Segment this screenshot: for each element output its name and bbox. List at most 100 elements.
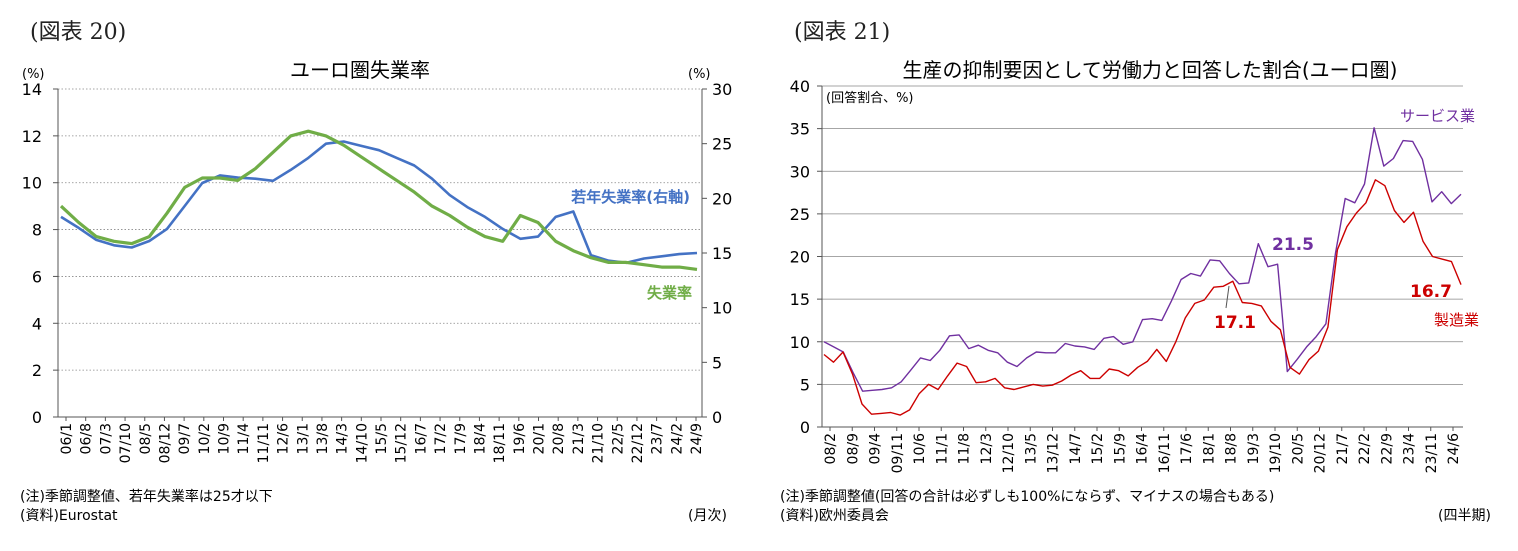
- x-tick-label: 22/12: [630, 423, 646, 463]
- x-tick-label: 07/3: [98, 423, 114, 454]
- x-tick-label: 19/3: [1246, 433, 1262, 464]
- x-tick-label: 23/7: [650, 423, 666, 454]
- x-tick-label: 12/10: [1001, 433, 1017, 473]
- chart-title: ユーロ圏失業率: [290, 58, 430, 82]
- y-tick-label: 35: [790, 120, 810, 139]
- series-line-manufacturing: [823, 179, 1462, 416]
- y-tick-label-left: 8: [32, 221, 42, 240]
- x-tick-label: 20/5: [1290, 433, 1306, 464]
- x-tick-label: 16/11: [1157, 433, 1173, 473]
- series-line-youth-unemployment: [60, 140, 698, 265]
- x-tick-label: 11/11: [256, 423, 272, 463]
- x-tick-label: 11/1: [934, 433, 950, 464]
- y-axis-unit-left: (%): [22, 67, 45, 82]
- x-tick-label: 22/2: [1357, 433, 1373, 464]
- x-axis-unit: (四半期): [1438, 508, 1491, 524]
- figure-label: (図表 21): [794, 20, 891, 45]
- x-tick-label: 16/4: [1135, 433, 1151, 465]
- annotation-leader: [1225, 285, 1230, 309]
- x-tick-label: 21/3: [571, 423, 587, 454]
- x-tick-label: 10/2: [197, 423, 213, 454]
- x-tick-label: 18/11: [492, 423, 508, 463]
- y-tick-label: 10: [790, 333, 810, 352]
- x-tick-label: 17/2: [433, 423, 449, 454]
- annotation-manufacturing-peak: 17.1: [1214, 313, 1256, 333]
- x-tick-label: 24/6: [1446, 433, 1462, 465]
- series-label-services: サービス業: [1400, 107, 1475, 125]
- annotation-services-peak: 21.5: [1272, 235, 1314, 255]
- x-tick-label: 23/11: [1424, 433, 1440, 473]
- y-tick-label-right: 0: [712, 408, 722, 427]
- chart-note: (注)季節調整値、若年失業率は25才以下: [20, 489, 273, 505]
- chart-panel-youth-unemployment: (図表 20) ユーロ圏失業率 (%) (%) 0 2 4 6 8 10 12 14 0 5 10 15 20…: [20, 20, 733, 524]
- x-tick-label: 08/12: [157, 423, 173, 463]
- x-tick-label: 14/10: [354, 423, 370, 463]
- annotation-manufacturing-latest: 16.7: [1410, 282, 1452, 302]
- chart-source: (資料)欧州委員会: [780, 508, 889, 524]
- x-tick-label: 15/9: [1112, 433, 1128, 464]
- x-tick-label: 18/1: [1201, 433, 1217, 464]
- x-tick-label: 12/3: [979, 433, 995, 464]
- x-tick-label: 13/8: [315, 423, 331, 454]
- x-tick-label: 09/11: [890, 433, 906, 473]
- x-tick-label: 11/8: [957, 433, 973, 464]
- x-tick-label: 14/7: [1068, 433, 1084, 464]
- y-tick-label: 20: [790, 248, 810, 267]
- x-tick-label: 20/8: [551, 423, 567, 454]
- y-tick-label: 40: [790, 77, 810, 96]
- y-axis-unit: (回答割合、%): [826, 90, 914, 106]
- y-tick-label-right: 30: [712, 80, 732, 99]
- x-tick-label: 22/9: [1379, 433, 1395, 464]
- y-tick-label: 30: [790, 162, 810, 181]
- y-tick-label-right: 5: [712, 353, 722, 372]
- x-tick-label: 08/2: [823, 433, 839, 464]
- chart-note: (注)季節調整値(回答の合計は必ずしも100%にならず、マイナスの場合もある): [780, 489, 1275, 505]
- x-tick-label: 09/7: [177, 423, 193, 454]
- y-tick-label-left: 0: [32, 408, 42, 427]
- series-label-manufacturing: 製造業: [1434, 311, 1479, 329]
- x-tick-label: 15/2: [1090, 433, 1106, 464]
- chart-panel-labour-constraint: (図表 21) 生産の抑制要因として労働力と回答した割合(ユーロ圏) (回答割合、…: [760, 0, 1518, 551]
- x-tick-label: 22/5: [610, 423, 626, 454]
- unemployment-chart: ユーロ圏失業率 (%) (%) 0 2 4 6 8 10 12 14 0 5 10 15 20 25 30 06/1…: [22, 58, 733, 463]
- x-tick-label: 18/4: [472, 423, 488, 455]
- x-tick-label: 15/12: [394, 423, 410, 463]
- y-tick-label-left: 4: [32, 314, 42, 333]
- x-tick-label: 08/5: [138, 423, 154, 454]
- series-label-youth-unemployment: 若年失業率(右軸): [570, 188, 690, 206]
- labour-constraint-chart: 生産の抑制要因として労働力と回答した割合(ユーロ圏) (回答割合、%) 0 5 10 15…: [790, 58, 1479, 473]
- chart-source: (資料)Eurostat: [20, 508, 118, 524]
- x-tick-label: 21/7: [1335, 433, 1351, 464]
- y-tick-label-left: 10: [22, 174, 42, 193]
- x-tick-label: 24/2: [669, 423, 685, 454]
- x-tick-label: 10/6: [912, 433, 928, 465]
- series-label-unemployment: 失業率: [647, 284, 692, 302]
- x-tick-label: 16/7: [413, 423, 429, 454]
- x-tick-label: 19/6: [512, 423, 528, 455]
- x-tick-label: 24/9: [689, 423, 705, 454]
- x-tick-label: 07/10: [118, 423, 134, 463]
- y-axis-unit-right: (%): [688, 67, 711, 82]
- y-tick-label-right: 25: [712, 135, 732, 154]
- y-tick-label: 15: [790, 290, 810, 309]
- figure-label: (図表 20): [30, 20, 127, 45]
- x-tick-label: 13/1: [295, 423, 311, 454]
- x-tick-label: 21/10: [591, 423, 607, 463]
- x-tick-label: 17/9: [453, 423, 469, 454]
- x-tick-label: 09/4: [868, 433, 884, 465]
- x-tick-label: 13/12: [1046, 433, 1062, 473]
- y-tick-label-left: 14: [22, 80, 42, 99]
- y-tick-label-right: 20: [712, 189, 732, 208]
- y-tick-label: 25: [790, 205, 810, 224]
- x-tick-label: 18/8: [1224, 433, 1240, 464]
- x-tick-label: 06/8: [79, 423, 95, 454]
- x-tick-label: 06/1: [59, 423, 75, 454]
- x-tick-label: 19/10: [1268, 433, 1284, 473]
- y-tick-label-left: 12: [22, 127, 42, 146]
- x-tick-label: 15/5: [374, 423, 390, 454]
- x-axis-unit: (月次): [688, 508, 727, 524]
- x-tick-label: 12/6: [276, 423, 292, 455]
- series-line-services: [823, 127, 1462, 392]
- x-tick-label: 20/12: [1313, 433, 1329, 473]
- x-tick-label: 10/9: [217, 423, 233, 454]
